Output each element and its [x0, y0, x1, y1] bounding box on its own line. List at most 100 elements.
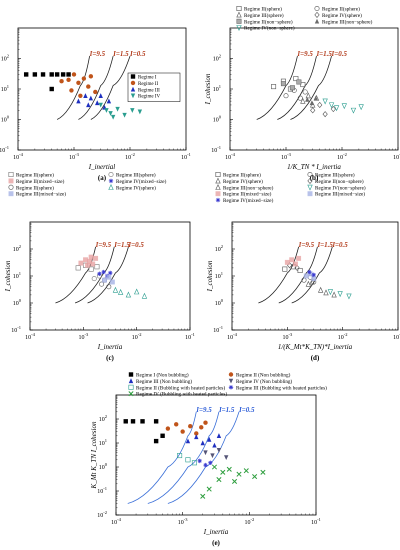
y-tick-exponent: -1: [17, 325, 21, 330]
curve-group: [56, 55, 131, 120]
y-tick-exponent: -2: [103, 510, 107, 515]
x-tick-exponent: -2: [344, 332, 348, 337]
x-axis-label: I_inertia: [97, 343, 123, 351]
legend-marker: [215, 191, 221, 197]
curve-label: I=9.5: [298, 241, 315, 249]
data-point: [177, 453, 183, 459]
data-point: [282, 266, 288, 272]
data-point: [331, 291, 337, 298]
y-axis-label: I_cohesion: [4, 260, 12, 292]
x-tick-label: 10-4: [111, 517, 121, 526]
data-point: [280, 81, 286, 87]
curve-line: [278, 246, 318, 304]
x-tick-label: 10-2: [244, 517, 254, 526]
legend-marker: [307, 177, 313, 184]
data-point: [60, 72, 66, 77]
data-point: [303, 273, 309, 279]
data-point: [191, 460, 197, 466]
legend-entry: Regime II(sphere): [16, 184, 54, 191]
curve-line: [147, 411, 220, 504]
y-tick-label: 100: [213, 115, 222, 124]
data-point: [109, 279, 115, 285]
legend-marker: [314, 6, 320, 12]
legend-marker: [228, 372, 234, 377]
legend-entry: Regime II (Bubbling with heated particle…: [136, 384, 225, 391]
legend-entry: Regime II(sphere): [16, 172, 54, 179]
points-group: [123, 419, 266, 499]
data-point: [88, 254, 94, 260]
y-tick-exponent: 0: [19, 298, 22, 303]
curve-label: I=9.5: [95, 241, 112, 249]
data-point: [333, 105, 340, 112]
data-point: [297, 267, 303, 273]
data-point: [59, 79, 64, 84]
curve-group: [258, 246, 333, 304]
legend-entry: Regime II(non−sphere): [244, 18, 293, 25]
y-tick-exponent: -1: [219, 325, 223, 330]
data-point: [90, 261, 96, 267]
data-point: [66, 72, 71, 77]
data-point: [322, 111, 328, 118]
legend-marker: [128, 372, 134, 377]
y-tick-exponent: 1: [7, 84, 9, 89]
x-tick-label: 10-1: [311, 517, 321, 526]
x-tick-exponent: -3: [288, 332, 292, 337]
data-point: [206, 436, 212, 442]
data-point: [71, 72, 77, 77]
panel-label: (c): [106, 354, 114, 362]
curve-line: [290, 55, 332, 120]
curve-label: I=9.5: [296, 50, 313, 58]
data-point: [194, 434, 199, 440]
x-tick-exponent: -2: [138, 332, 142, 337]
y-tick-label: 101: [13, 271, 21, 280]
legend: Regime II(sphere) Regime III(sphere)Regim…: [215, 172, 366, 204]
data-point: [88, 266, 94, 272]
legend-marker: [236, 11, 242, 18]
panel-label: (e): [212, 539, 220, 547]
x-tick-exponent: -4: [117, 517, 121, 522]
data-point: [174, 422, 179, 427]
x-axis-label: 1/(K_Mt*K_TN)*I_inertia: [278, 343, 353, 351]
data-point: [293, 76, 299, 82]
y-tick-exponent: 1: [221, 271, 223, 276]
curve-line: [256, 55, 298, 120]
y-tick-label: 102: [215, 244, 223, 253]
data-point: [305, 96, 310, 102]
legend-entry: Regime III(non−sphere): [322, 18, 373, 25]
legend-entry: Regime IV(sphere): [322, 12, 362, 19]
data-point: [271, 84, 277, 90]
x-tick-label: 10-1: [181, 152, 191, 161]
legend-entry: Regime III(sphere): [116, 172, 156, 179]
legend-entry: Regime II(mixed−size): [223, 191, 272, 198]
x-tick-exponent: -2: [343, 152, 347, 157]
curve-label: I=1.5: [112, 50, 129, 58]
y-axis-label: I_cohesion: [204, 73, 212, 105]
data-point: [122, 112, 127, 118]
legend-marker: [236, 6, 242, 12]
x-tick-label: 10-3: [281, 152, 291, 161]
y-tick-label: 10-1: [0, 145, 9, 154]
plot-frame: [229, 27, 399, 151]
curve-label: I=1.5: [218, 406, 235, 414]
data-point: [346, 293, 352, 300]
y-tick-exponent: 2: [221, 244, 223, 249]
legend-marker: [130, 93, 136, 99]
data-point: [203, 462, 208, 468]
y-tick-exponent: 0: [105, 462, 108, 467]
y-tick-exponent: 2: [19, 244, 21, 249]
data-point: [323, 289, 329, 296]
data-point: [98, 102, 103, 108]
data-point: [66, 77, 71, 83]
data-point: [313, 95, 318, 101]
y-tick-label: 101: [1, 84, 9, 93]
data-point: [23, 72, 29, 77]
legend-entry: Regime III (Non bubbling): [136, 378, 192, 385]
data-point: [85, 262, 91, 268]
legend-marker: [128, 384, 134, 390]
data-point: [199, 425, 204, 430]
y-tick-label: 100: [13, 298, 22, 307]
legend-entry: Regime IV (Non bubbling): [236, 378, 293, 385]
curve-label: I=1.5: [316, 241, 333, 249]
data-point: [130, 108, 135, 113]
data-point: [123, 419, 128, 424]
